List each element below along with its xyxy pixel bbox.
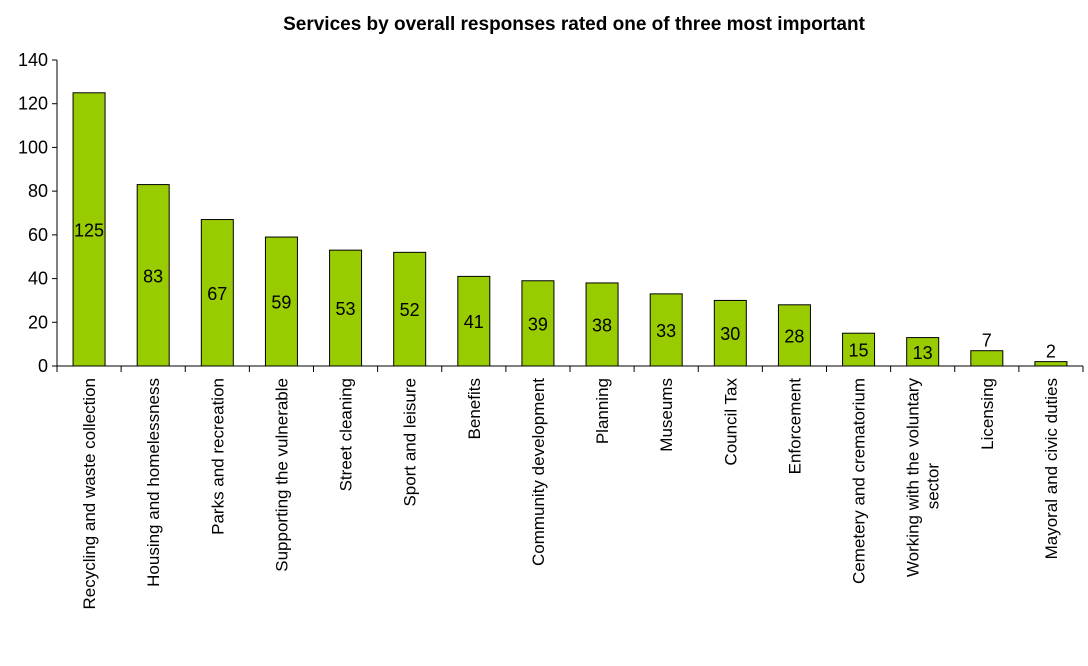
bar	[393, 251, 427, 367]
bar	[585, 282, 619, 367]
x-tick-label: Licensing	[978, 378, 997, 450]
y-tick-label: 80	[28, 181, 48, 201]
y-tick-label: 140	[18, 50, 48, 70]
data-label: 67	[207, 284, 227, 304]
bar	[777, 304, 811, 367]
bar	[906, 337, 940, 367]
bar	[329, 249, 363, 367]
svg-text:Housing and homelessness: Housing and homelessness	[144, 378, 163, 587]
data-label: 2	[1046, 342, 1056, 362]
svg-text:Planning: Planning	[593, 378, 612, 444]
svg-text:Community development: Community development	[529, 378, 548, 566]
tick-labels: 0 20 40 60 80 100 120 140 Recycling and waste co…	[18, 50, 1061, 610]
bar	[521, 280, 555, 367]
svg-text:Licensing: Licensing	[978, 378, 997, 450]
bar	[649, 293, 683, 367]
bar	[1034, 361, 1068, 367]
bars	[72, 92, 1068, 367]
y-tick-label: 60	[28, 225, 48, 245]
x-tick-label: Museums	[657, 378, 676, 452]
y-tick-label: 40	[28, 269, 48, 289]
data-label: 33	[656, 321, 676, 341]
x-tick-label: Housing and homelessness	[144, 378, 163, 587]
data-label: 28	[784, 326, 804, 346]
svg-text:Street cleaning: Street cleaning	[337, 378, 356, 491]
data-label: 39	[528, 314, 548, 334]
x-tick-label: Planning	[593, 378, 612, 444]
data-label: 38	[592, 315, 612, 335]
x-tick-label: Working with the voluntary sector	[904, 378, 943, 578]
data-label: 15	[849, 341, 869, 361]
data-labels: 125 83 67 59 53 52 41 39 38 33 30 28 15 13 7 2	[74, 220, 1056, 362]
bar	[264, 236, 298, 367]
y-tick-label: 120	[18, 94, 48, 114]
x-tick-label: Sport and leisure	[401, 378, 420, 507]
bar	[136, 184, 170, 367]
x-tick-label: Benefits	[465, 378, 484, 439]
svg-text:Supporting the vulnerable: Supporting the vulnerable	[272, 378, 291, 572]
chart-title: Services by overall responses rated one …	[283, 14, 865, 35]
data-label: 41	[464, 312, 484, 332]
data-label: 7	[982, 331, 992, 351]
svg-text:Mayoral and civic duties: Mayoral and civic duties	[1042, 378, 1061, 559]
x-tick-label: Recycling and waste collection	[80, 378, 99, 610]
svg-text:Parks and recreation: Parks and recreation	[208, 378, 227, 535]
bar	[713, 299, 747, 367]
bar	[72, 92, 106, 367]
svg-text:Sport and leisure: Sport and leisure	[401, 378, 420, 507]
data-label: 52	[400, 300, 420, 320]
svg-text:Recycling and waste collection: Recycling and waste collection	[80, 378, 99, 610]
x-tick-label: Council Tax	[721, 378, 740, 466]
x-tick-label: Enforcement	[785, 378, 804, 475]
svg-text:Benefits: Benefits	[465, 378, 484, 439]
x-tick-label: Cemetery and crematorium	[850, 378, 869, 584]
svg-text:Working with the voluntary: Working with the voluntary	[904, 378, 923, 578]
svg-text:Council Tax: Council Tax	[721, 378, 740, 466]
y-tick-label: 100	[18, 137, 48, 157]
svg-text:Cemetery and crematorium: Cemetery and crematorium	[850, 378, 869, 584]
data-label: 30	[720, 324, 740, 344]
data-label: 83	[143, 266, 163, 286]
bar	[457, 275, 491, 367]
data-label: 125	[74, 220, 104, 240]
bar	[970, 350, 1004, 367]
y-tick-label: 20	[28, 312, 48, 332]
x-tick-label: Parks and recreation	[208, 378, 227, 535]
data-label: 53	[336, 299, 356, 319]
svg-text:Enforcement: Enforcement	[785, 378, 804, 475]
y-tick-label: 0	[38, 356, 48, 376]
data-label: 13	[913, 343, 933, 363]
x-tick-label: Mayoral and civic duties	[1042, 378, 1061, 559]
svg-text:sector: sector	[924, 463, 943, 510]
x-tick-label: Community development	[529, 378, 548, 566]
x-tick-label: Supporting the vulnerable	[272, 378, 291, 572]
data-label: 59	[271, 293, 291, 313]
svg-text:Museums: Museums	[657, 378, 676, 452]
bar	[842, 332, 876, 367]
bar	[200, 219, 234, 367]
x-tick-label: Street cleaning	[337, 378, 356, 491]
